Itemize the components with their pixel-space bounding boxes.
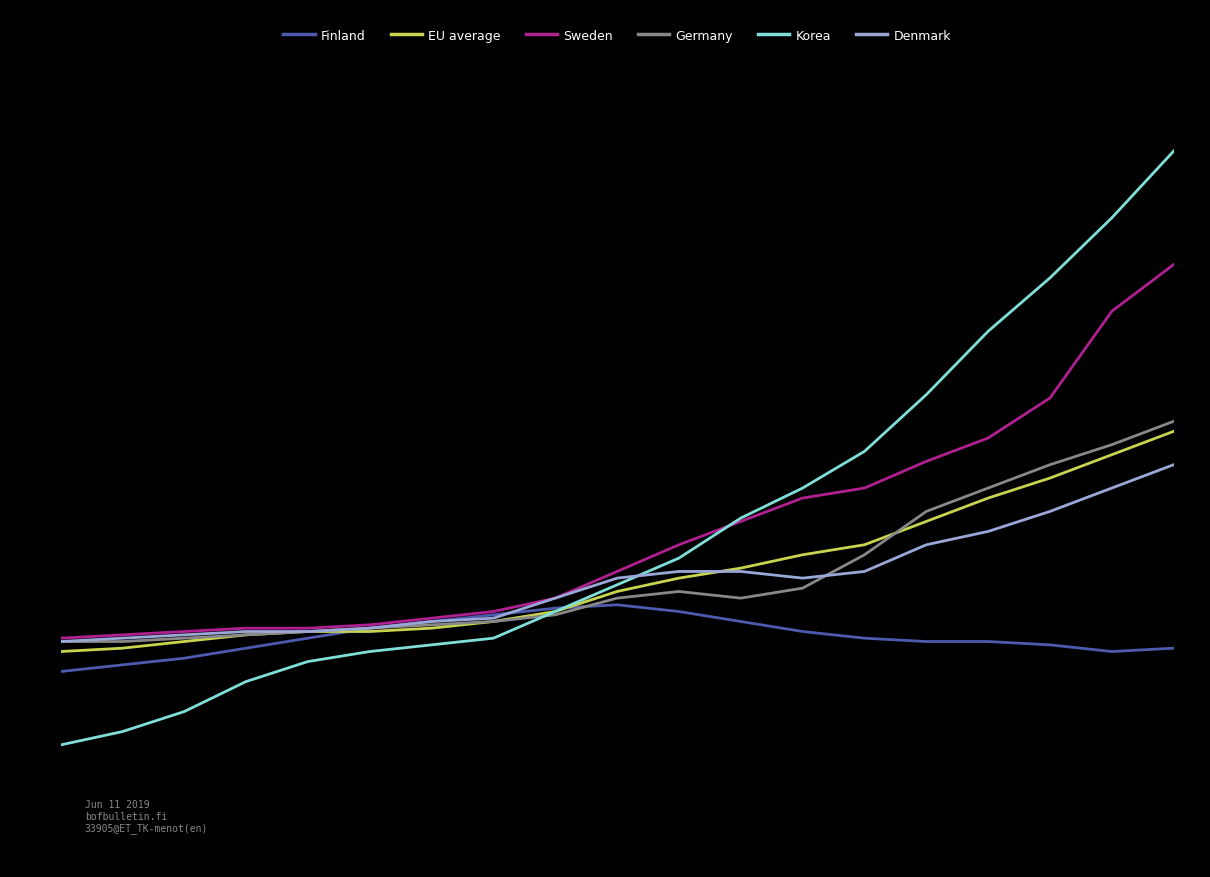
Legend: Finland, EU average, Sweden, Germany, Korea, Denmark: Finland, EU average, Sweden, Germany, Ko… xyxy=(278,25,956,48)
Text: Jun 11 2019
bofbulletin.fi
33905@ET_TK-menot(en): Jun 11 2019 bofbulletin.fi 33905@ET_TK-m… xyxy=(85,799,208,833)
